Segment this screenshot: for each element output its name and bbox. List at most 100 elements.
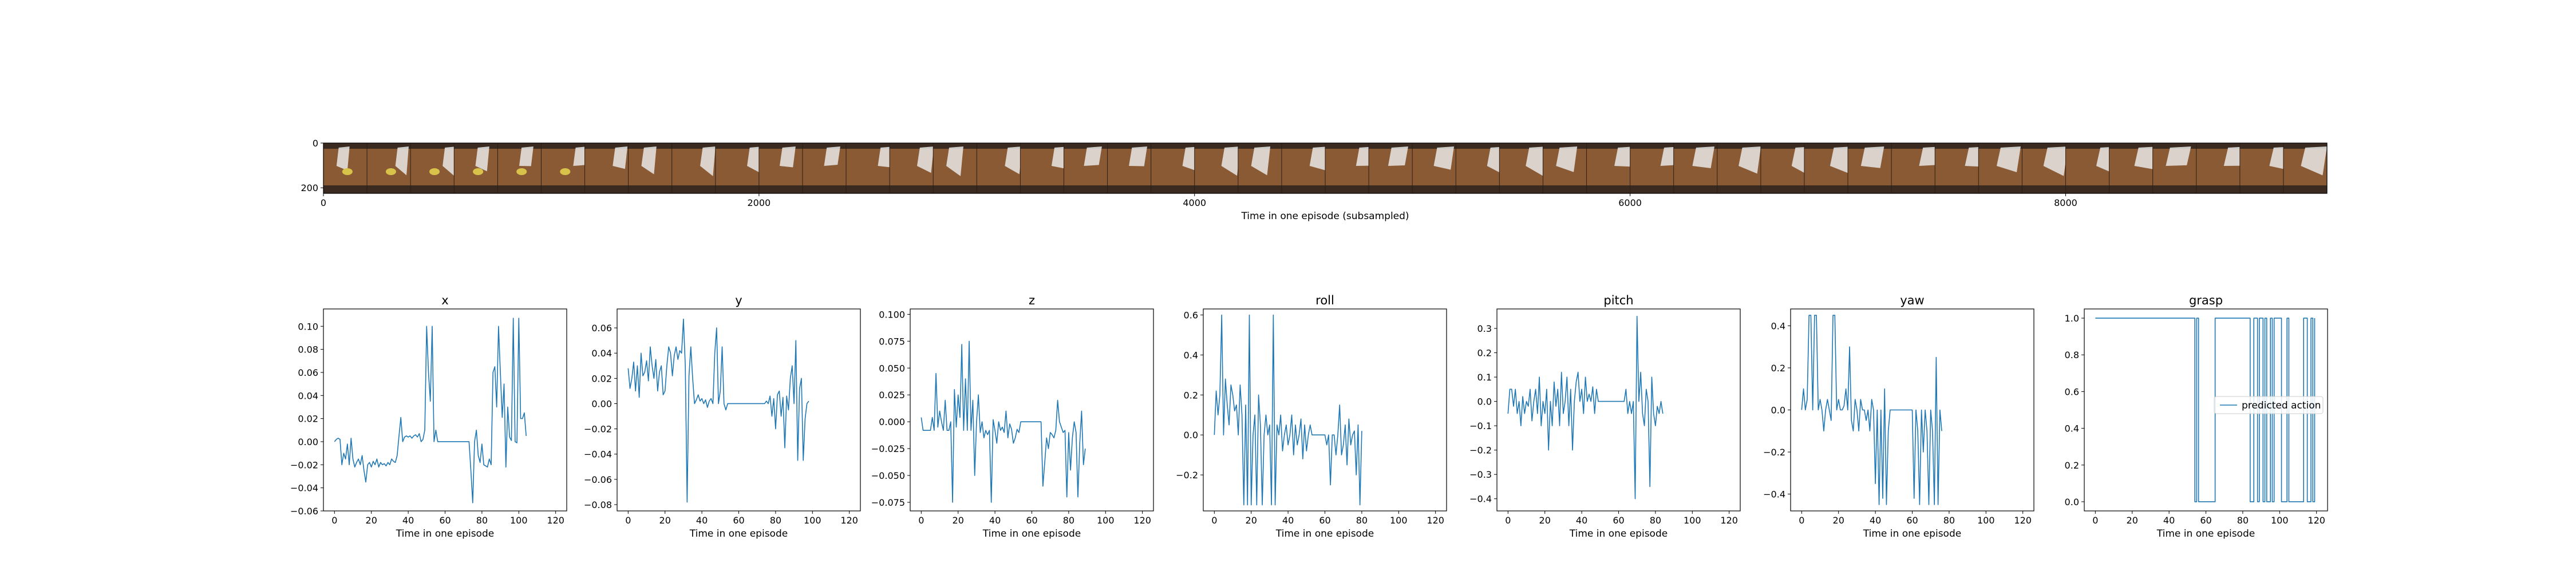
frame-robot-arm bbox=[2043, 146, 2068, 176]
frame-top-edge bbox=[323, 143, 368, 149]
video-frame bbox=[1107, 143, 1151, 193]
chart-title: yaw bbox=[1900, 294, 1924, 307]
frame-top-edge bbox=[1020, 143, 1064, 149]
series-line bbox=[627, 318, 809, 503]
y-tick-label: −0.4 bbox=[1763, 489, 1785, 500]
y-tick-label: 0.2 bbox=[2065, 460, 2079, 471]
x-tick-label: 0 bbox=[625, 515, 631, 526]
frame-bottom-edge bbox=[671, 185, 716, 193]
chart-title: roll bbox=[1315, 294, 1334, 307]
frame-top-edge bbox=[1586, 143, 1630, 149]
frame-top-edge bbox=[454, 143, 498, 149]
legend-box bbox=[2214, 396, 2324, 414]
x-tick-label: 40 bbox=[696, 515, 708, 526]
video-frame bbox=[453, 143, 498, 193]
x-tick-label: 60 bbox=[733, 515, 744, 526]
y-tick-label: −0.04 bbox=[584, 449, 612, 460]
frame-table bbox=[454, 143, 498, 193]
y-tick-label: −0.02 bbox=[584, 424, 612, 435]
frame-top-edge bbox=[1848, 143, 1892, 149]
y-tick-label: 0.2 bbox=[1771, 363, 1785, 374]
frame-bottom-edge bbox=[1543, 185, 1587, 193]
frame-top-edge bbox=[1107, 143, 1151, 149]
y-tick-label: 0.0 bbox=[1771, 405, 1785, 416]
y-tick-label: 0.6 bbox=[2065, 386, 2079, 397]
frame-top-edge bbox=[890, 143, 934, 149]
video-frame bbox=[889, 143, 934, 193]
y-tick-label: −0.2 bbox=[1469, 445, 1492, 456]
x-tick-label: 0 bbox=[2092, 515, 2098, 526]
frame-top-edge bbox=[367, 143, 411, 149]
x-tick-label: 20 bbox=[1246, 515, 1257, 526]
y-tick-label: −0.02 bbox=[290, 459, 318, 470]
frame-bottom-edge bbox=[802, 185, 847, 193]
y-tick-label: 0.00 bbox=[591, 398, 612, 409]
frame-robot-arm bbox=[1309, 146, 1329, 170]
frame-bottom-edge bbox=[1456, 185, 1500, 193]
x-tick-label: 20 bbox=[1833, 515, 1844, 526]
frame-bottom-edge bbox=[410, 185, 455, 193]
action-plots: 0 20 40 60 80 100 120−0.06−0.04−0.020.000.020.… bbox=[290, 294, 2328, 540]
x-tick-label: 40 bbox=[1576, 515, 1587, 526]
frame-bottom-edge bbox=[1891, 185, 1935, 193]
frame-bottom-edge bbox=[2152, 185, 2196, 193]
y-tick-label: 0.06 bbox=[591, 323, 612, 334]
series-line bbox=[2095, 318, 2316, 502]
frame-top-edge bbox=[1194, 143, 1238, 149]
y-tick-label: 0.0 bbox=[1184, 430, 1198, 441]
y-tick-label: 0.0 bbox=[2065, 497, 2079, 507]
video-frame bbox=[584, 143, 629, 193]
y-tick-label: 200 bbox=[301, 183, 318, 193]
video-frame bbox=[933, 143, 977, 193]
frame-bottom-edge bbox=[1935, 185, 1979, 193]
frame-bottom-edge bbox=[1499, 185, 1543, 193]
frame-top-edge bbox=[2196, 143, 2240, 149]
y-tick-label: −0.075 bbox=[871, 497, 905, 508]
series-line bbox=[1507, 315, 1664, 499]
y-tick-label: 0.00 bbox=[298, 437, 318, 447]
frame-robot-arm bbox=[1433, 146, 1455, 170]
frame-robot-arm bbox=[1084, 146, 1102, 166]
frame-robot-arm bbox=[519, 146, 534, 166]
video-frame bbox=[410, 143, 457, 193]
y-tick-label: 0 bbox=[313, 138, 318, 149]
x-tick-label: 2000 bbox=[748, 197, 771, 208]
frame-bottom-edge bbox=[454, 185, 498, 193]
video-frame bbox=[1804, 143, 1853, 193]
video-frame bbox=[1455, 143, 1508, 193]
frame-robot-arm bbox=[1388, 146, 1408, 166]
frame-top-edge bbox=[1804, 143, 1848, 149]
frame-top-edge bbox=[2022, 143, 2066, 149]
y-tick-label: 0.10 bbox=[298, 321, 318, 332]
video-frame bbox=[1586, 143, 1636, 193]
frame-top-edge bbox=[1717, 143, 1761, 149]
video-frame bbox=[1978, 143, 2022, 193]
video-frame bbox=[1194, 143, 1240, 193]
y-tick-label: −0.06 bbox=[584, 474, 612, 485]
frame-bottom-edge bbox=[1238, 185, 1282, 193]
legend-label: predicted action bbox=[2242, 400, 2321, 411]
frame-bottom-edge bbox=[497, 185, 542, 193]
frame-top-edge bbox=[1325, 143, 1369, 149]
x-tick-label: 100 bbox=[1684, 515, 1701, 526]
frame-top-edge bbox=[1760, 143, 1804, 149]
frame-top-edge bbox=[2065, 143, 2109, 149]
x-tick-label: 120 bbox=[1720, 515, 1738, 526]
video-frame bbox=[715, 143, 763, 193]
legend: predicted action bbox=[2214, 396, 2324, 414]
frame-robot-arm bbox=[1526, 146, 1547, 176]
y-tick-label: −0.4 bbox=[1469, 494, 1492, 505]
x-tick-label: 40 bbox=[1282, 515, 1294, 526]
video-frame bbox=[1238, 143, 1282, 193]
x-tick-label: 20 bbox=[953, 515, 964, 526]
x-tick-label: 80 bbox=[1063, 515, 1074, 526]
frame-bottom-edge bbox=[584, 185, 629, 193]
frame-bottom-edge bbox=[890, 185, 934, 193]
y-tick-label: 0.0 bbox=[1477, 396, 1492, 407]
frame-bottom-edge bbox=[846, 185, 890, 193]
x-axis-label: Time in one episode bbox=[689, 528, 788, 540]
frame-bottom-edge bbox=[1064, 185, 1108, 193]
frame-top-edge bbox=[584, 143, 629, 149]
